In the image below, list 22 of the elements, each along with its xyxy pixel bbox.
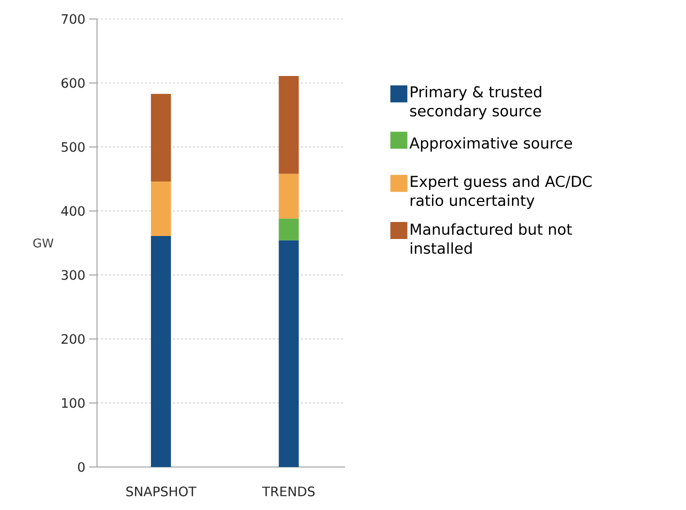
y-tick-label: 700 — [62, 14, 85, 24]
bar — [278, 240, 299, 467]
y-tick-label: 200 — [62, 334, 85, 344]
legend-label: Primary & trusted secondary source — [410, 86, 542, 120]
bar — [150, 236, 171, 467]
legend-label: Expert guess and AC/DC ratio uncertainty — [410, 175, 592, 209]
y-tick-label: 500 — [62, 142, 85, 152]
x-tick-label: SNAPSHOT — [126, 486, 196, 496]
bar — [278, 174, 299, 219]
y-tick-label: 0 — [78, 462, 85, 472]
x-tick-label: TRENDS — [262, 486, 315, 496]
legend-label: Approximative source — [409, 137, 572, 152]
y-tick-label: 400 — [61, 206, 85, 216]
bar — [150, 94, 171, 182]
bar — [150, 182, 171, 236]
y-tick-label: 600 — [62, 78, 85, 88]
y-axis-title: GW — [33, 238, 54, 248]
y-tick-label: 100 — [62, 398, 85, 408]
bar — [278, 76, 299, 174]
legend-label: Manufactured but not installed — [410, 223, 572, 254]
y-tick-label: 300 — [62, 270, 85, 280]
bar — [278, 218, 299, 240]
